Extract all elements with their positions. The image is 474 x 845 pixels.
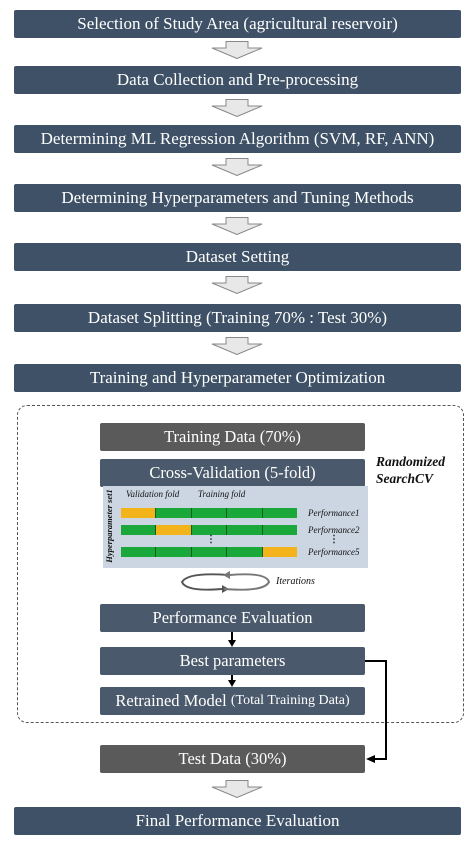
arrow-head: [228, 680, 236, 687]
training-fold-segment: [262, 508, 298, 518]
validation-fold-label: Validation fold: [126, 489, 180, 499]
performance-evaluation-box: Performance Evaluation: [100, 604, 365, 632]
step-hyperparameters: Determining Hyperparameters and Tuning M…: [14, 184, 461, 212]
training-fold-segment: [227, 525, 263, 535]
training-fold-segment: [121, 525, 157, 535]
down-arrow-icon: [211, 41, 263, 59]
step-dataset-splitting: Dataset Splitting (Training 70% : Test 3…: [14, 304, 461, 332]
retrained-model-label: Retrained Model: [115, 691, 227, 710]
ellipsis-icon: ⋮: [206, 534, 216, 545]
arrow-head: [228, 640, 236, 647]
randomized-label-line1: Randomized: [376, 454, 446, 469]
iterations-label: Iterations: [276, 576, 315, 587]
step-ml-algorithm: Determining ML Regression Algorithm (SVM…: [14, 125, 461, 153]
randomized-search-container: [17, 405, 464, 723]
best-params-to-test-arrow: [365, 660, 387, 760]
step-selection-study-area: Selection of Study Area (agricultural re…: [14, 10, 461, 38]
iteration-cycle-icon: [180, 571, 271, 593]
training-fold-segment: [121, 547, 157, 557]
randomized-searchcv-label: Randomized SearchCV: [376, 453, 445, 487]
training-fold-segment: [191, 508, 228, 518]
performance-label: Performance5: [308, 547, 360, 557]
best-parameters-box: Best parameters: [100, 647, 365, 675]
down-arrow-icon: [211, 780, 263, 798]
test-data-box: Test Data (30%): [100, 745, 365, 773]
training-fold-segment: [227, 508, 263, 518]
performance-label: Performance1: [308, 508, 360, 518]
training-fold-segment: [227, 547, 263, 557]
validation-fold-segment: [262, 547, 298, 557]
step-training-optimization: Training and Hyperparameter Optimization: [14, 364, 461, 392]
fold-bar-2: [121, 525, 298, 535]
arrow-head: [366, 755, 375, 763]
validation-fold-segment: [121, 508, 157, 518]
down-arrow-icon: [211, 158, 263, 176]
svg-text:Hyperparameter set1: Hyperparameter set1: [104, 489, 114, 563]
training-fold-segment: [191, 525, 228, 535]
performance-label: Performance2: [308, 525, 360, 535]
hyperparameter-set-label: Hyperparameter set1: [104, 489, 114, 563]
down-arrow-icon: [211, 276, 263, 294]
step-final-evaluation: Final Performance Evaluation: [14, 807, 461, 835]
step-data-collection: Data Collection and Pre-processing: [14, 66, 461, 94]
retrained-model-note: (Total Training Data): [230, 693, 350, 708]
randomized-label-line2: SearchCV: [376, 471, 434, 486]
training-data-box: Training Data (70%): [100, 423, 365, 451]
cross-validation-box: Cross-Validation (5-fold): [100, 459, 365, 487]
down-arrow-icon: [211, 337, 263, 355]
retrained-model-box: Retrained Model (Total Training Data): [100, 687, 365, 715]
validation-fold-segment: [156, 525, 192, 535]
fold-bar-5: [121, 547, 298, 557]
fold-bar-1: [121, 508, 298, 518]
training-fold-segment: [191, 547, 228, 557]
step-dataset-setting: Dataset Setting: [14, 243, 461, 271]
training-fold-segment: [156, 547, 192, 557]
ellipsis-icon: ⋮: [329, 534, 339, 545]
down-arrow-icon: [211, 217, 263, 235]
training-fold-segment: [156, 508, 192, 518]
down-arrow-icon: [211, 99, 263, 117]
training-fold-segment: [262, 525, 298, 535]
training-fold-label: Training fold: [198, 489, 246, 499]
